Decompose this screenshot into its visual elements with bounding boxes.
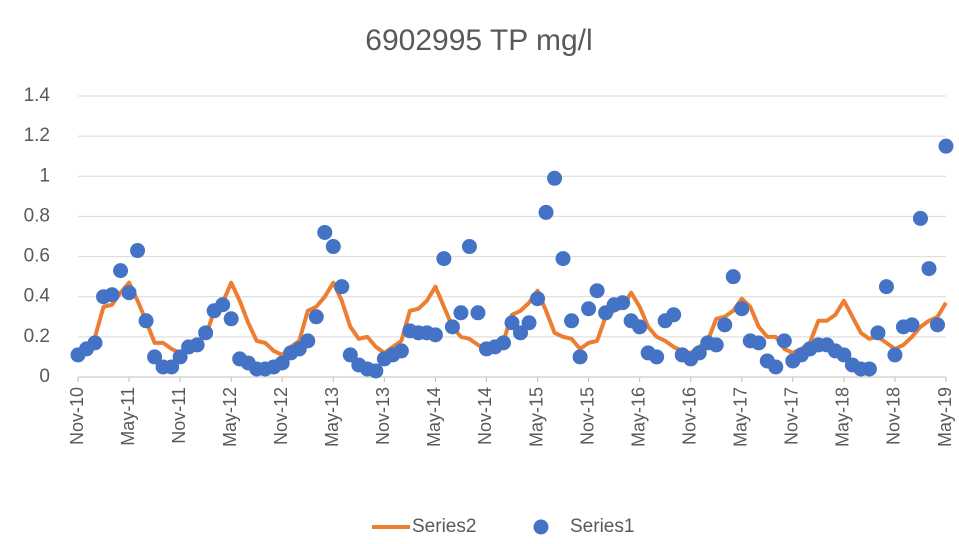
scatter-point xyxy=(734,301,750,317)
scatter-point xyxy=(861,361,877,377)
y-tick-label: 0.8 xyxy=(24,205,50,226)
scatter-point xyxy=(912,210,928,226)
scatter-point xyxy=(325,239,341,255)
x-tick-label: Nov-18 xyxy=(884,387,904,445)
y-tick-label: 0 xyxy=(39,366,50,387)
scatter-point xyxy=(538,204,554,220)
x-tick-label: May-14 xyxy=(424,387,444,447)
scatter-point xyxy=(547,170,563,186)
scatter-point xyxy=(929,317,945,333)
scatter-point xyxy=(589,283,605,299)
scatter-point xyxy=(581,301,597,317)
x-tick-label: Nov-16 xyxy=(679,387,699,445)
scatter-point xyxy=(147,349,163,365)
scatter-point xyxy=(776,333,792,349)
scatter-point xyxy=(113,263,129,279)
scatter-point xyxy=(393,343,409,359)
x-tick-label: May-16 xyxy=(628,387,648,447)
scatter-point xyxy=(708,337,724,353)
chart-title: 6902995 TP mg/l xyxy=(365,24,592,57)
x-tick-label: May-19 xyxy=(935,387,955,447)
scatter-point xyxy=(870,325,886,341)
scatter-point xyxy=(164,359,180,375)
legend-label: Series1 xyxy=(570,516,634,537)
y-tick-label: 1 xyxy=(39,165,50,186)
scatter-point xyxy=(521,315,537,331)
scatter-point xyxy=(470,305,486,321)
scatter-point xyxy=(878,279,894,295)
y-tick-label: 0.6 xyxy=(24,246,50,267)
scatter-point xyxy=(308,309,324,325)
scatter-point xyxy=(904,317,920,333)
scatter-point xyxy=(198,325,214,341)
scatter-point xyxy=(615,295,631,311)
scatter-point xyxy=(368,363,384,379)
x-tick-label: Nov-12 xyxy=(271,387,291,445)
scatter-point xyxy=(172,349,188,365)
scatter-point xyxy=(649,349,665,365)
y-tick-label: 0.4 xyxy=(24,286,51,307)
scatter-point xyxy=(274,355,290,371)
x-tick-label: May-12 xyxy=(220,387,240,447)
x-tick-label: Nov-11 xyxy=(169,387,189,444)
x-tick-label: May-18 xyxy=(833,387,853,447)
x-tick-label: Nov-14 xyxy=(475,387,495,445)
scatter-point xyxy=(87,335,103,351)
scatter-point xyxy=(632,319,648,335)
scatter-point xyxy=(444,319,460,335)
y-tick-label: 1.4 xyxy=(24,85,51,106)
x-tick-label: Nov-13 xyxy=(373,387,393,445)
scatter-point xyxy=(691,345,707,361)
scatter-point xyxy=(555,251,571,267)
scatter-point xyxy=(725,269,741,285)
scatter-point xyxy=(317,224,333,240)
scatter-point xyxy=(938,138,954,154)
scatter-point xyxy=(530,291,546,307)
scatter-point xyxy=(223,311,239,327)
legend-marker xyxy=(533,519,549,535)
y-tick-label: 1.2 xyxy=(24,125,50,146)
scatter-point xyxy=(495,335,511,351)
scatter-point xyxy=(461,239,477,255)
x-tick-label: Nov-10 xyxy=(67,387,87,445)
scatter-point xyxy=(130,243,146,259)
scatter-point xyxy=(453,305,469,321)
scatter-point xyxy=(121,285,137,301)
scatter-point xyxy=(751,335,767,351)
scatter-point xyxy=(104,287,120,303)
scatter-point xyxy=(189,337,205,353)
scatter-point xyxy=(427,327,443,343)
scatter-point xyxy=(334,279,350,295)
scatter-point xyxy=(921,261,937,277)
x-tick-label: May-11 xyxy=(118,387,138,446)
x-tick-label: May-15 xyxy=(526,387,546,447)
scatter-point xyxy=(300,333,316,349)
y-tick-label: 0.2 xyxy=(24,326,50,347)
scatter-point xyxy=(572,349,588,365)
x-tick-label: May-17 xyxy=(731,387,751,447)
scatter-point xyxy=(513,325,529,341)
scatter-point xyxy=(666,307,682,323)
scatter-point xyxy=(215,297,231,313)
scatter-point xyxy=(717,317,733,333)
scatter-point xyxy=(836,347,852,363)
scatter-point xyxy=(504,315,520,331)
scatter-point xyxy=(887,347,903,363)
x-tick-label: Nov-17 xyxy=(782,387,802,445)
legend-label: Series2 xyxy=(412,516,476,537)
x-tick-label: Nov-15 xyxy=(577,387,597,445)
scatter-point xyxy=(436,251,452,267)
x-tick-label: May-13 xyxy=(322,387,342,447)
scatter-point xyxy=(564,313,580,329)
scatter-point xyxy=(138,313,154,329)
scatter-point xyxy=(342,347,358,363)
scatter-point xyxy=(768,359,784,375)
